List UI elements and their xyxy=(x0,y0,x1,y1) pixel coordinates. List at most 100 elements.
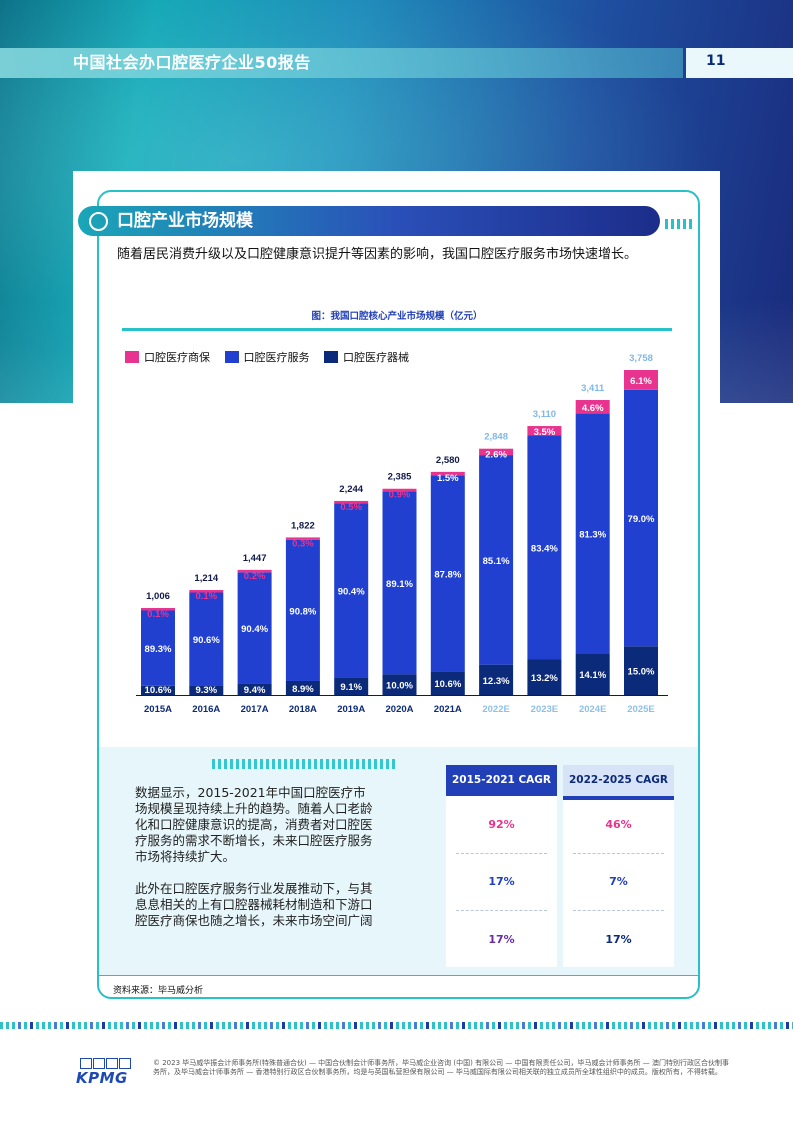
bar-segment-service xyxy=(237,572,272,684)
legend-item-service: 口腔医疗服务 xyxy=(224,349,310,365)
tick-ornament xyxy=(665,214,695,229)
legend-label: 口腔医疗服务 xyxy=(243,351,310,364)
bar-segment-device xyxy=(285,680,320,695)
data-label-insurance: 0.1% xyxy=(195,591,217,602)
bar-segment-device xyxy=(189,685,224,695)
data-label-insurance: 0.5% xyxy=(340,502,362,513)
legend-label: 口腔医疗器械 xyxy=(343,351,409,364)
report-title: 中国社会办口腔医疗企业50报告 xyxy=(73,53,311,72)
total-label: 3,411 xyxy=(581,383,605,394)
cagr-column-2022-2025: 2022-2025 CAGR 46% 7% 17% xyxy=(563,765,674,967)
data-label-insurance: 6.1% xyxy=(630,376,652,387)
data-label-service: 89.1% xyxy=(386,579,413,590)
data-label-insurance: 2.6% xyxy=(485,450,507,461)
total-label: 3,758 xyxy=(629,353,653,364)
data-label-service: 81.3% xyxy=(579,529,606,540)
circle-icon xyxy=(89,212,108,231)
bar-segment-insurance xyxy=(575,400,610,414)
footer-tick-ornament xyxy=(0,1017,793,1029)
data-label-service: 89.3% xyxy=(145,644,172,655)
x-tick-label: 2021A xyxy=(434,704,462,715)
x-tick-label: 2025E xyxy=(627,704,654,715)
legal-notice: © 2023 毕马威华振会计师事务所(特殊普通合伙) — 中国合伙制会计师事务所… xyxy=(153,1059,729,1076)
bar-segment-insurance xyxy=(479,448,514,456)
bar-segment-insurance xyxy=(430,471,465,476)
data-label-service: 85.1% xyxy=(483,556,510,567)
page-number: 11 xyxy=(706,53,726,69)
summary-paragraph: 此外在口腔医疗服务行业发展推动下，与其息息相关的上有口腔器械耗材制造和下游口腔医… xyxy=(135,881,373,928)
total-label: 2,385 xyxy=(388,472,412,483)
cagr-header: 2015-2021 CAGR xyxy=(446,765,557,796)
page-number-box xyxy=(686,48,793,78)
chart-title-rule xyxy=(122,328,672,331)
bar-segment-insurance xyxy=(382,488,417,492)
cagr-value: 17% xyxy=(605,933,632,946)
total-label: 2,580 xyxy=(436,455,460,466)
bar-segment-insurance xyxy=(189,590,224,593)
bar-segment-service xyxy=(430,475,465,672)
bar-segment-device xyxy=(237,683,272,695)
bar-segment-service xyxy=(285,539,320,681)
data-label-insurance: 3.5% xyxy=(534,427,556,438)
legend-swatch-insurance xyxy=(125,351,139,363)
data-label-device: 8.9% xyxy=(292,684,314,695)
bar-segment-service xyxy=(382,491,417,675)
data-label-insurance: 4.6% xyxy=(582,403,604,414)
source-note: 资料来源：毕马威分析 xyxy=(113,986,204,996)
bar-segment-device xyxy=(430,671,465,695)
x-tick-label: 2023E xyxy=(531,704,558,715)
cagr-value: 17% xyxy=(488,875,515,888)
bar-segment-service xyxy=(479,455,514,665)
total-label: 1,822 xyxy=(291,520,315,531)
data-label-service: 90.8% xyxy=(289,606,316,617)
data-label-service: 83.4% xyxy=(531,543,558,554)
cagr-divider xyxy=(456,910,547,911)
bar-segment-insurance xyxy=(624,370,658,390)
data-label-device: 9.3% xyxy=(195,685,217,696)
bar-segment-device xyxy=(575,653,610,695)
x-tick-label: 2020A xyxy=(386,704,414,715)
total-label: 1,006 xyxy=(146,591,170,602)
data-label-insurance: 0.2% xyxy=(244,571,266,582)
data-label-device: 10.6% xyxy=(145,685,172,696)
cagr-value: 7% xyxy=(609,875,628,888)
data-label-device: 10.0% xyxy=(386,681,413,692)
data-label-insurance: 0.3% xyxy=(292,538,314,549)
data-label-device: 10.6% xyxy=(434,679,461,690)
legend-swatch-service xyxy=(224,351,239,363)
source-divider xyxy=(99,975,698,976)
total-label: 2,244 xyxy=(339,484,363,495)
chart-title: 图：我国口腔核心产业市场规模（亿元） xyxy=(311,311,483,322)
legend-label: 口腔医疗商保 xyxy=(144,351,210,364)
total-label: 3,110 xyxy=(533,409,556,420)
bar-segment-insurance xyxy=(285,537,320,540)
cagr-column-2015-2021: 2015-2021 CAGR 92% 17% 17% xyxy=(446,765,557,967)
legend-item-insurance: 口腔医疗商保 xyxy=(125,349,210,365)
section-header xyxy=(78,206,660,236)
data-label-service: 90.4% xyxy=(338,586,365,597)
bar-segment-device xyxy=(479,664,514,695)
bar-segment-insurance xyxy=(527,426,562,436)
summary-text: 数据显示，2015-2021年中国口腔医疗市场规模呈现持续上升的趋势。随着人口老… xyxy=(135,785,375,945)
x-tick-label: 2015A xyxy=(144,704,172,715)
kpmg-logo-text: KPMG xyxy=(76,1069,128,1087)
cagr-value: 46% xyxy=(605,818,632,831)
bar-segment-device xyxy=(527,659,562,695)
x-tick-label: 2022E xyxy=(482,704,509,715)
data-label-device: 9.4% xyxy=(244,685,266,696)
data-label-service: 90.4% xyxy=(241,624,268,635)
cagr-header: 2022-2025 CAGR xyxy=(563,765,674,796)
bar-segment-insurance xyxy=(334,500,369,504)
data-label-device: 15.0% xyxy=(628,667,655,678)
data-label-service: 90.6% xyxy=(193,635,220,646)
data-label-insurance: 1.5% xyxy=(437,473,459,484)
bar-segment-device xyxy=(141,685,175,695)
x-tick-label: 2019A xyxy=(337,704,365,715)
bar-segment-service xyxy=(189,592,224,686)
cagr-divider xyxy=(456,853,547,854)
bar-segment-insurance xyxy=(141,607,175,611)
kpmg-logo: KPMG xyxy=(76,1058,134,1088)
bar-segment-device xyxy=(334,677,369,695)
bar-segment-device xyxy=(624,646,658,695)
